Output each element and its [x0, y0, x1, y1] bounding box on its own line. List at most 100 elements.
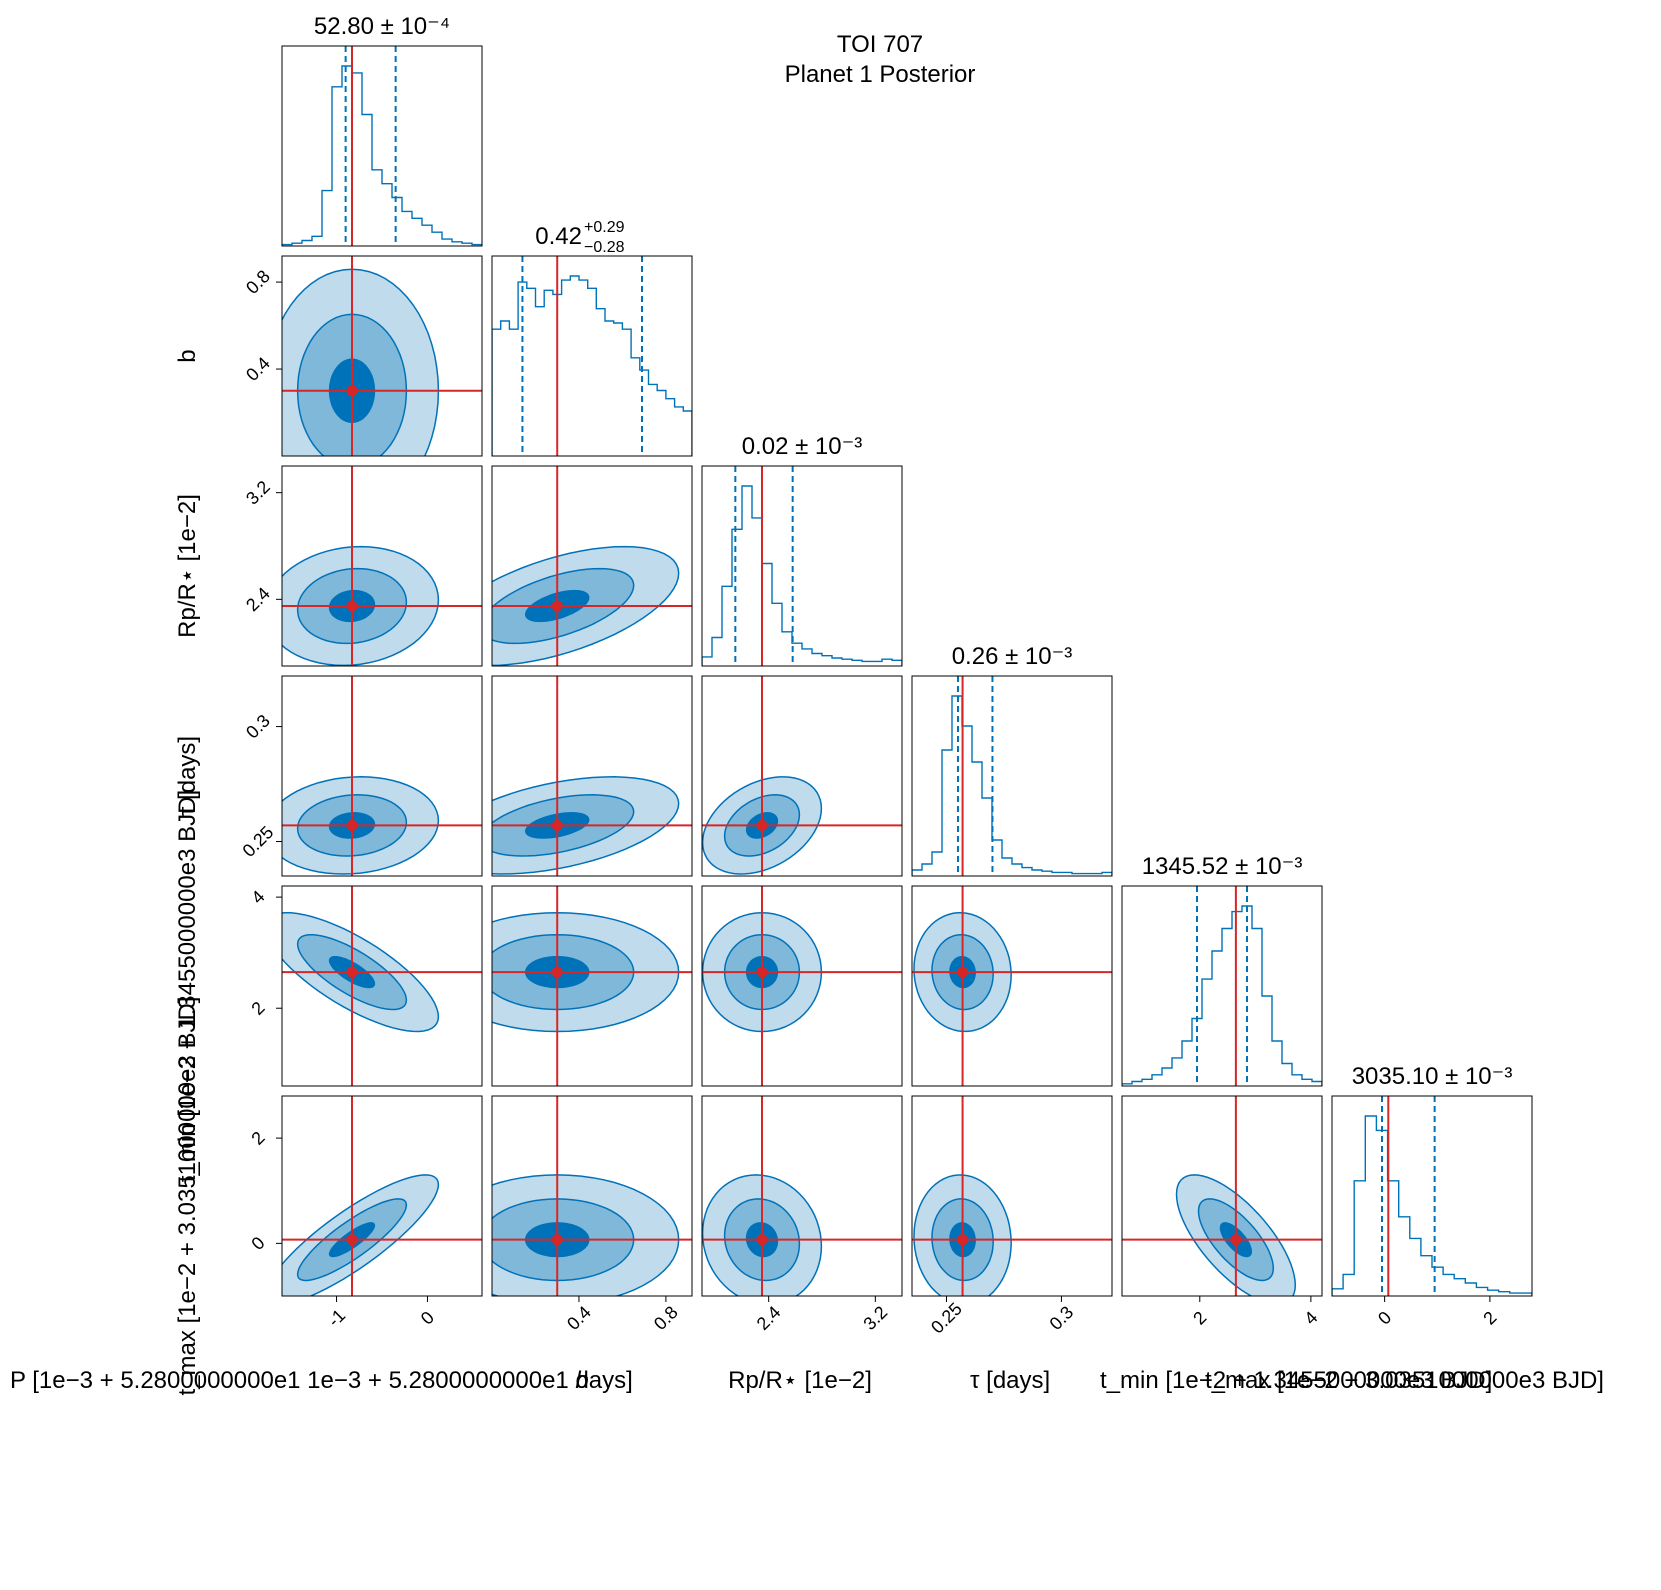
- truth-point: [551, 966, 563, 978]
- panel-title-b: 0.42: [535, 223, 582, 250]
- truth-point: [957, 1234, 969, 1246]
- figure-title-line2: Planet 1 Posterior: [785, 61, 976, 88]
- panel-frame: [911, 885, 1113, 1087]
- panel-body: [282, 1096, 482, 1296]
- panel-t_min-tau: [911, 885, 1113, 1087]
- histogram-Rp/R*: [702, 485, 902, 666]
- y-axis-label-b: b: [174, 349, 201, 362]
- panel-frame: [491, 885, 693, 1087]
- x-axis-label-t_min: t_min [1e−2 + 1.3455000000e3 BJD]: [1100, 1367, 1492, 1394]
- panel-frame: [281, 675, 483, 877]
- x-tick-label: 2: [1189, 1307, 1210, 1328]
- x-tick-label: 0: [1374, 1307, 1395, 1328]
- histogram-P: [282, 65, 482, 246]
- truth-point: [346, 385, 358, 397]
- panel-body: [702, 466, 902, 666]
- panel-grid: 52.80 ± 10⁻⁴0.40.80.42 +0.29−0.282.43.20.…: [239, 13, 1533, 1338]
- y-axis-label-t_max: t_max [1e−2 + 3.0351000000e3 BJD]: [174, 997, 201, 1396]
- x-axis-label-b: b: [575, 1367, 588, 1394]
- x-axis-label-t_max: t_max [1e−2 + 3.0351000000e3 BJD]: [1205, 1367, 1604, 1394]
- panel-Rp/R*-b: [491, 465, 693, 667]
- truth-point: [346, 1234, 358, 1246]
- panel-frame: [1331, 1095, 1533, 1297]
- panel-body: [492, 886, 692, 1086]
- x-tick-label: 3.2: [859, 1302, 891, 1334]
- panel-frame: [491, 255, 693, 457]
- y-axis-label-tau: τ [days]: [174, 736, 201, 816]
- y-tick-label: 2: [247, 998, 268, 1019]
- y-axis-label-Rp/R*: Rp/R⋆ [1e−2]: [174, 494, 201, 638]
- panel-title-Rp/R*: 0.02 ± 10⁻³: [742, 433, 863, 460]
- panel-body: [492, 466, 692, 666]
- panel-title-P: 52.80 ± 10⁻⁴: [314, 13, 450, 40]
- y-tick-label: 0.3: [242, 711, 274, 743]
- truth-point: [551, 600, 563, 612]
- panel-P-P: 52.80 ± 10⁻⁴: [281, 13, 483, 247]
- x-tick-label: 0: [417, 1307, 438, 1328]
- x-tick-label: 0.4: [563, 1302, 595, 1334]
- panel-body: [492, 256, 692, 456]
- panel-body: [1122, 1096, 1322, 1296]
- panel-frame: [281, 465, 483, 667]
- panel-frame: [281, 1095, 483, 1297]
- figure-title-line1: TOI 707: [837, 31, 923, 58]
- panel-t_max-P: -1 0 0 2: [247, 1095, 483, 1331]
- panel-body: [702, 886, 902, 1086]
- panel-title-tau: 0.26 ± 10⁻³: [952, 643, 1073, 670]
- panel-t_max-Rp/R*: 2.4 3.2: [701, 1095, 903, 1334]
- panel-title-upper-error: +0.29: [584, 219, 625, 236]
- truth-point: [346, 966, 358, 978]
- x-tick-label: 0.3: [1046, 1302, 1078, 1334]
- panel-title-lower-error: −0.28: [584, 239, 625, 256]
- y-tick-label: 0.4: [242, 353, 274, 385]
- panel-tau-b: [491, 675, 693, 877]
- panel-frame: [911, 1095, 1113, 1297]
- panel-b-P: 0.4 0.8: [242, 255, 483, 457]
- panel-body: [912, 676, 1112, 876]
- panel-frame: [1121, 1095, 1323, 1297]
- panel-t_max-b: 0.4 0.8: [491, 1095, 693, 1334]
- x-axis-label-Rp/R*: Rp/R⋆ [1e−2]: [728, 1367, 872, 1394]
- panel-body: [492, 676, 692, 876]
- histogram-t_min: [1122, 905, 1322, 1086]
- panel-tau-tau: 0.26 ± 10⁻³: [911, 643, 1113, 877]
- panel-body: [702, 676, 902, 876]
- panel-body: [282, 886, 482, 1086]
- y-tick-label: 0: [247, 1233, 268, 1254]
- panel-frame: [281, 45, 483, 247]
- panel-t_max-t_max: 3035.10 ± 10⁻³ 0 2: [1331, 1063, 1533, 1329]
- x-tick-label: 0.25: [927, 1299, 966, 1338]
- panel-b-b: 0.42 +0.29 −0.28: [491, 219, 693, 457]
- truth-point: [551, 819, 563, 831]
- truth-point: [346, 600, 358, 612]
- truth-point: [756, 966, 768, 978]
- panel-frame: [281, 885, 483, 1087]
- panel-body: [282, 256, 482, 456]
- x-tick-label: 2: [1479, 1307, 1500, 1328]
- panel-body: [282, 466, 482, 666]
- panel-frame: [911, 675, 1113, 877]
- panel-body: [282, 46, 482, 246]
- panel-tau-Rp/R*: [701, 675, 903, 877]
- y-tick-label: 2.4: [242, 583, 274, 615]
- x-axis-label-tau: τ [days]: [970, 1367, 1050, 1394]
- panel-frame: [1121, 885, 1323, 1087]
- y-axis-label-t_min: t_min [1e−2 + 1.3455000000e3 BJD]: [174, 790, 201, 1182]
- panel-body: [1122, 886, 1322, 1086]
- y-tick-label: 0.25: [239, 822, 278, 861]
- panel-body: [912, 1096, 1112, 1296]
- panel-Rp/R*-P: 2.4 3.2: [242, 465, 483, 667]
- truth-point: [551, 1234, 563, 1246]
- x-axis-label-P: P [1e−3 + 5.2800000000e1 1e−3 + 5.280000…: [10, 1367, 633, 1394]
- panel-frame: [491, 1095, 693, 1297]
- panel-title-t_min: 1345.52 ± 10⁻³: [1142, 853, 1303, 880]
- panel-frame: [701, 675, 903, 877]
- histogram-tau: [912, 695, 1112, 876]
- y-tick-label: 0.8: [242, 266, 274, 298]
- panel-body: [282, 676, 482, 876]
- panel-Rp/R*-Rp/R*: 0.02 ± 10⁻³: [701, 433, 903, 667]
- histogram-t_max: [1332, 1115, 1532, 1296]
- panel-frame: [281, 255, 483, 457]
- truth-point: [957, 966, 969, 978]
